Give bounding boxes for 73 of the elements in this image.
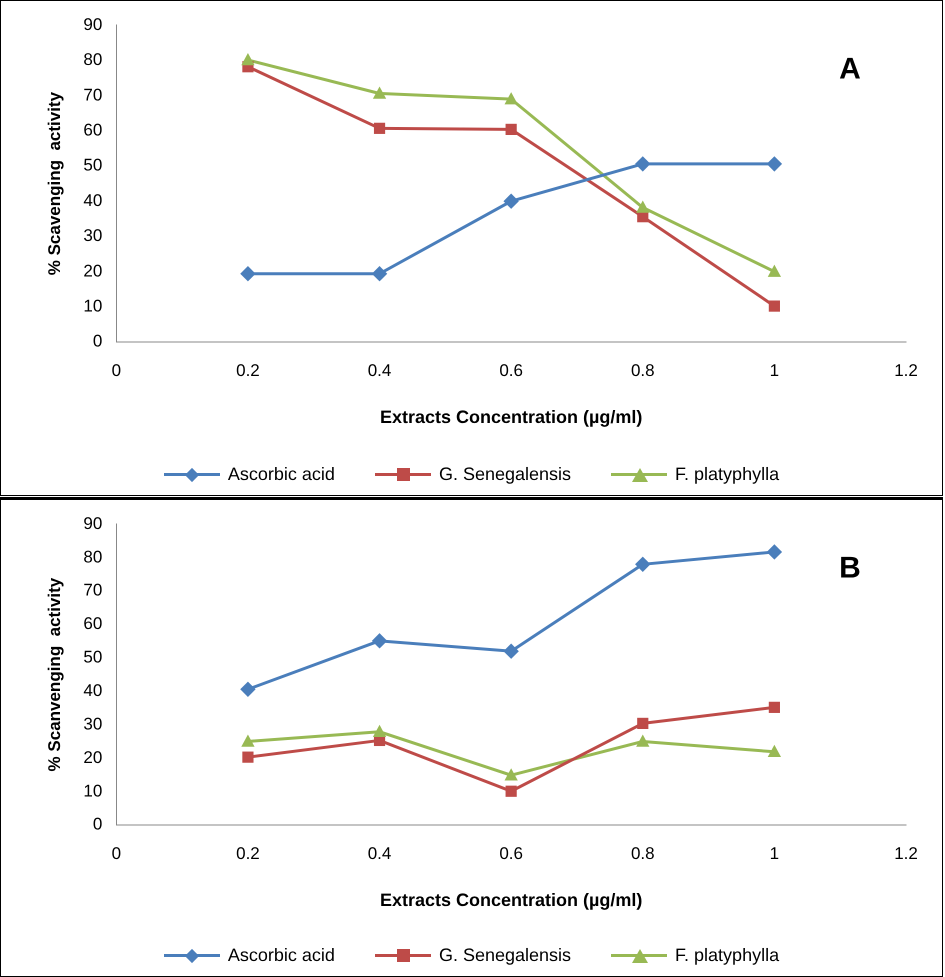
x-tick-label: 1 xyxy=(770,360,780,380)
point xyxy=(374,122,386,134)
y-tick-label: 10 xyxy=(83,781,102,800)
point xyxy=(242,752,254,763)
y-tick-label: 40 xyxy=(83,190,102,210)
point xyxy=(372,86,386,99)
x-tick-label: 1.2 xyxy=(894,360,918,380)
y-tick-label: 40 xyxy=(83,681,102,700)
x-tick-label: 0.4 xyxy=(368,844,392,863)
y-tick-label: 60 xyxy=(83,614,102,634)
x-tick-label: 0.6 xyxy=(499,360,523,380)
point xyxy=(241,734,255,747)
y-tick-label: 80 xyxy=(83,50,102,70)
x-axis-title: Extracts Concentration (µg/ml) xyxy=(380,407,642,428)
y-tick-label: 30 xyxy=(83,226,102,246)
point xyxy=(506,786,517,797)
point xyxy=(635,156,650,172)
x-tick-label: 0.2 xyxy=(236,360,260,380)
point xyxy=(766,156,782,172)
point xyxy=(636,200,650,213)
annotation: A xyxy=(839,52,861,86)
legend-label: F. platyphylla xyxy=(675,945,780,966)
y-axis-title: % Scavenging activity xyxy=(44,91,64,276)
x-tick-label: 0 xyxy=(112,844,122,863)
legend-label: F. platyphylla xyxy=(675,464,780,485)
y-tick-label: 70 xyxy=(83,580,102,600)
point xyxy=(240,682,256,698)
point xyxy=(768,744,782,758)
y-tick-label: 10 xyxy=(83,296,102,316)
y-axis-title: % Scanvenging activity xyxy=(44,577,64,772)
point xyxy=(503,194,519,209)
y-tick-label: 0 xyxy=(92,814,102,834)
x-tick-label: 0.8 xyxy=(630,360,655,380)
legend-label: Ascorbic acid xyxy=(228,464,335,485)
y-tick-label: 80 xyxy=(83,547,102,566)
x-tick-label: 0.6 xyxy=(499,844,523,863)
y-tick-label: 90 xyxy=(83,14,102,34)
point xyxy=(768,264,782,277)
point xyxy=(372,633,388,649)
y-tick-label: 0 xyxy=(92,332,102,351)
x-tick-label: 1 xyxy=(770,844,780,863)
y-tick-label: 20 xyxy=(83,261,102,280)
y-tick-label: 60 xyxy=(83,120,102,140)
y-tick-label: 90 xyxy=(83,514,102,533)
legend-label: G. Senegalensis xyxy=(438,464,572,485)
x-tick-label: 0.8 xyxy=(630,844,655,863)
point xyxy=(636,734,650,747)
x-tick-label: 0.2 xyxy=(236,844,260,863)
y-tick-label: 50 xyxy=(83,156,102,175)
y-tick-label: 70 xyxy=(83,85,102,104)
point xyxy=(766,544,782,560)
legend-label: Ascorbic acid xyxy=(228,945,335,966)
point xyxy=(372,266,388,282)
point xyxy=(504,92,518,104)
point xyxy=(504,768,518,780)
point xyxy=(372,724,386,737)
point xyxy=(635,556,650,572)
y-tick-label: 20 xyxy=(83,748,102,767)
point xyxy=(637,718,648,729)
legend-label: G. Senegalensis xyxy=(438,945,572,966)
point xyxy=(506,124,517,135)
x-tick-label: 0 xyxy=(112,360,122,380)
point xyxy=(768,702,780,713)
x-axis-title: Extracts Concentration (µg/ml) xyxy=(380,890,642,910)
point xyxy=(768,300,780,312)
point xyxy=(240,266,256,282)
y-tick-label: 30 xyxy=(83,714,102,734)
point xyxy=(241,53,255,66)
x-tick-label: 1.2 xyxy=(894,844,918,863)
y-tick-label: 50 xyxy=(83,648,102,667)
x-tick-label: 0.4 xyxy=(368,360,392,380)
point xyxy=(503,644,519,659)
annotation: B xyxy=(839,551,861,584)
